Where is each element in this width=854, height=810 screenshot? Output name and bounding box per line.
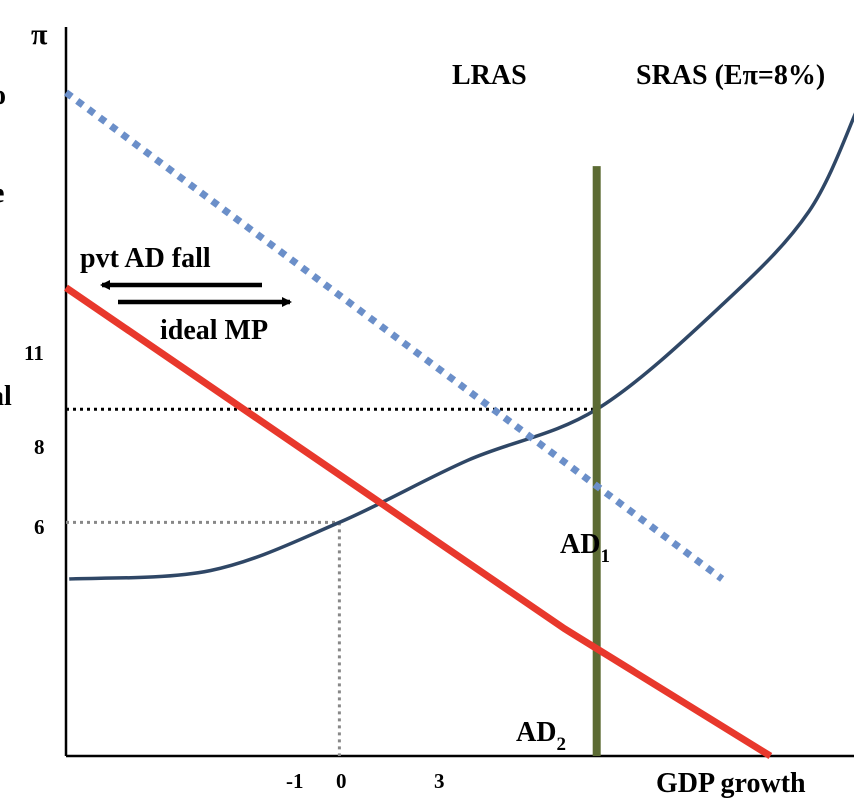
curve-ad1: [63, 89, 725, 582]
y-tick-label: 6: [34, 515, 45, 539]
x-tick-label: 0: [336, 769, 347, 793]
margin-fragment: o: [0, 80, 6, 111]
ad1-label: AD1: [560, 529, 610, 567]
guide-lines: [66, 407, 597, 756]
y-tick-label: 11: [24, 341, 44, 365]
x-tick-label: 3: [434, 769, 445, 793]
y-tick-label: 8: [34, 435, 45, 459]
x-axis-label: GDP growth: [656, 768, 806, 799]
pvt-ad-fall-label: pvt AD fall: [80, 243, 211, 274]
curves: [63, 89, 854, 759]
ad2-label: AD2: [516, 717, 566, 755]
ad1-label-sub: 1: [600, 546, 610, 567]
sras-label: SRAS (Eπ=8%): [636, 60, 825, 91]
ad2-label-main: AD: [516, 717, 556, 748]
ideal-mp-label: ideal MP: [160, 315, 268, 346]
lras-label: LRAS: [452, 60, 527, 91]
margin-fragment: e: [0, 178, 4, 209]
ad2-label-sub: 2: [556, 734, 566, 755]
y-axis-label: π: [31, 18, 48, 51]
ad1-label-main: AD: [560, 529, 600, 560]
x-tick-label: -1: [286, 769, 304, 793]
curve-ad2: [64, 284, 773, 759]
margin-fragment: al: [0, 381, 12, 412]
